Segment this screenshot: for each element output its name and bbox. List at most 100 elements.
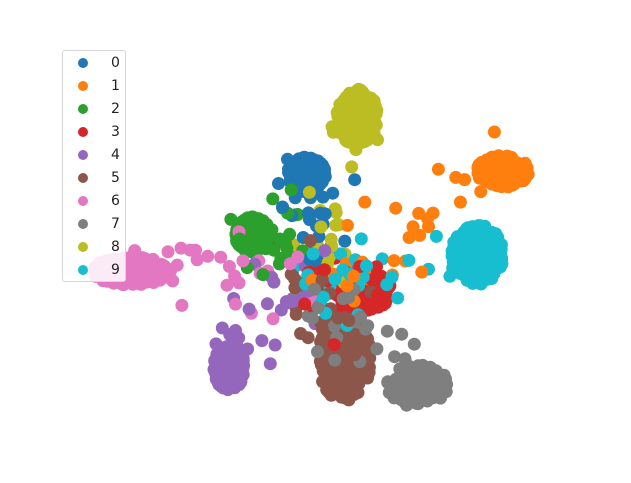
- point-class-0: [295, 163, 309, 177]
- point-class-2: [256, 268, 270, 282]
- point-class-9: [429, 229, 443, 243]
- point-class-2: [260, 228, 274, 242]
- point-class-3: [363, 298, 377, 312]
- point-class-6: [128, 244, 142, 258]
- point-class-5: [315, 273, 329, 287]
- point-class-2: [272, 257, 286, 271]
- legend-marker-5: [78, 173, 88, 183]
- point-class-8: [371, 133, 384, 147]
- point-class-7: [311, 300, 325, 314]
- point-class-6: [190, 253, 204, 267]
- point-class-3: [370, 260, 383, 274]
- point-class-6: [283, 257, 297, 271]
- point-class-6: [134, 277, 148, 291]
- point-class-9: [492, 239, 506, 253]
- legend-label-7: 7: [111, 216, 120, 232]
- point-class-6: [222, 260, 236, 273]
- point-class-6: [214, 250, 228, 264]
- legend-marker-6: [78, 196, 88, 206]
- point-class-3: [318, 263, 331, 277]
- point-class-5: [288, 281, 302, 295]
- point-class-1: [431, 162, 445, 176]
- legend-label-2: 2: [111, 101, 120, 117]
- point-class-4: [229, 355, 243, 369]
- legend-marker-0: [78, 58, 88, 68]
- point-class-8: [345, 160, 359, 174]
- legend-label-5: 5: [111, 170, 120, 186]
- point-class-5: [342, 314, 356, 327]
- legend-label-9: 9: [111, 262, 120, 278]
- point-class-1: [422, 220, 435, 234]
- point-class-9: [468, 272, 482, 286]
- point-class-4: [223, 328, 237, 342]
- point-class-5: [331, 311, 345, 325]
- point-class-5: [314, 335, 328, 349]
- point-class-0: [313, 170, 326, 184]
- legend-item-3: 3: [63, 122, 125, 142]
- legend-label-8: 8: [111, 239, 120, 255]
- point-class-1: [412, 206, 426, 220]
- point-class-7: [411, 393, 425, 407]
- point-class-6: [143, 265, 157, 279]
- point-class-8: [314, 220, 328, 234]
- point-class-7: [398, 352, 412, 366]
- point-class-6: [147, 276, 160, 289]
- point-class-7: [370, 342, 384, 356]
- point-class-8: [326, 125, 340, 139]
- legend-marker-1: [78, 81, 88, 91]
- point-class-0: [276, 200, 289, 214]
- point-class-1: [426, 206, 440, 220]
- point-class-7: [311, 345, 324, 359]
- legend-item-0: 0: [63, 53, 125, 73]
- point-class-4: [281, 296, 295, 310]
- point-class-5: [289, 307, 303, 321]
- point-class-9: [391, 291, 405, 305]
- legend-label-6: 6: [111, 193, 120, 209]
- point-class-9: [466, 224, 480, 238]
- point-class-4: [225, 371, 239, 385]
- point-class-6: [236, 254, 250, 268]
- legend-item-1: 1: [63, 76, 125, 96]
- point-class-5: [284, 267, 298, 281]
- point-class-7: [395, 327, 409, 341]
- point-class-8: [357, 96, 371, 110]
- point-class-9: [447, 240, 461, 254]
- legend-marker-3: [78, 127, 88, 137]
- point-class-9: [385, 270, 399, 284]
- point-class-1: [458, 173, 472, 187]
- point-class-9: [306, 247, 320, 261]
- point-class-2: [273, 232, 287, 246]
- point-class-9: [356, 270, 370, 284]
- point-class-1: [474, 185, 488, 199]
- point-class-5: [337, 383, 351, 397]
- point-class-4: [241, 342, 255, 356]
- point-class-8: [364, 107, 378, 121]
- point-class-1: [347, 269, 361, 283]
- point-class-6: [161, 245, 175, 259]
- point-class-1: [511, 165, 525, 179]
- legend-item-8: 8: [63, 237, 125, 257]
- point-class-7: [428, 388, 442, 402]
- point-class-3: [327, 338, 341, 352]
- legend-marker-2: [78, 104, 88, 114]
- point-class-2: [224, 212, 238, 226]
- point-class-1: [340, 218, 354, 232]
- legend-label-0: 0: [111, 55, 120, 71]
- point-class-7: [307, 282, 321, 296]
- point-class-6: [266, 312, 280, 326]
- point-class-6: [166, 274, 180, 288]
- point-class-8: [328, 202, 342, 216]
- point-class-4: [318, 244, 332, 258]
- point-class-1: [453, 195, 467, 209]
- point-class-5: [301, 331, 315, 345]
- legend-item-5: 5: [63, 168, 125, 188]
- point-class-0: [295, 152, 309, 166]
- point-class-1: [406, 220, 420, 234]
- point-class-5: [348, 328, 362, 341]
- point-class-9: [402, 253, 416, 267]
- point-class-2: [283, 227, 297, 241]
- point-class-2: [241, 242, 255, 256]
- legend-item-6: 6: [63, 191, 125, 211]
- point-class-2: [267, 243, 281, 257]
- point-class-2: [249, 223, 263, 237]
